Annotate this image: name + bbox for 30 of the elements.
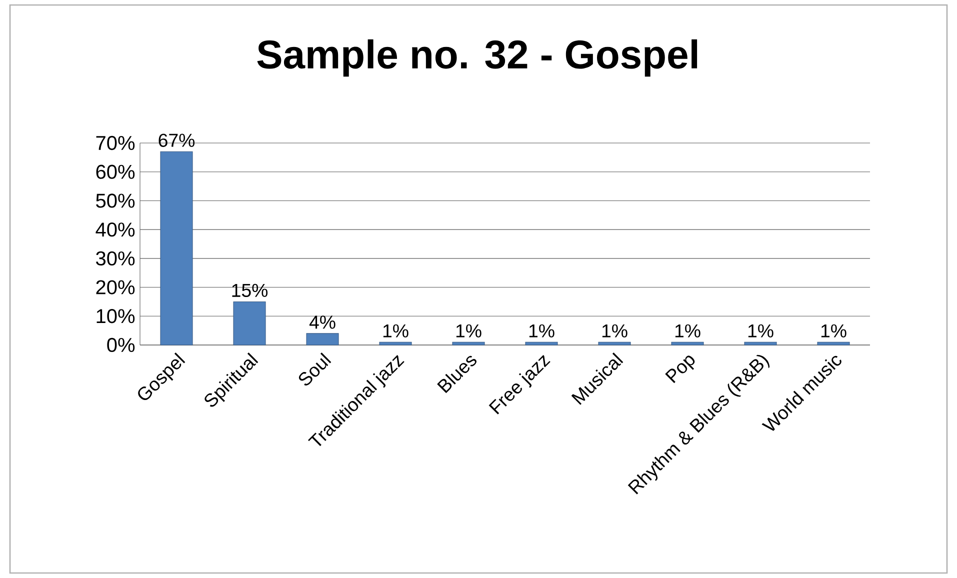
data-label: 1% (675, 324, 700, 338)
bar (452, 342, 485, 346)
bar (306, 333, 339, 346)
y-tick-label: 40% (96, 222, 135, 237)
bar (671, 342, 704, 346)
bar (233, 301, 266, 346)
y-tick-label: 60% (96, 164, 135, 179)
y-tick-label: 20% (96, 280, 135, 294)
data-label: 1% (383, 324, 408, 338)
bar (525, 342, 558, 346)
y-tick-label: 0% (107, 338, 135, 352)
y-tick-label: 10% (96, 309, 135, 324)
bar (598, 342, 631, 346)
chart-title: Sample no. 32 - Gospel (257, 39, 698, 77)
y-tick-label: 70% (96, 136, 135, 150)
bar (817, 342, 850, 346)
x-tick-label: Pop (665, 356, 695, 384)
bar (379, 342, 412, 346)
data-label: 1% (748, 324, 774, 338)
data-label: 15% (232, 284, 268, 298)
data-label: 1% (821, 324, 846, 338)
y-tick-label: 30% (96, 251, 135, 266)
data-label: 4% (309, 316, 336, 329)
data-label: 1% (529, 324, 554, 338)
bar (744, 342, 777, 346)
data-label: 1% (456, 324, 482, 338)
bar (160, 151, 193, 346)
data-label: 67% (158, 134, 195, 147)
y-tick-label: 50% (96, 194, 135, 208)
data-label: 1% (602, 324, 628, 338)
